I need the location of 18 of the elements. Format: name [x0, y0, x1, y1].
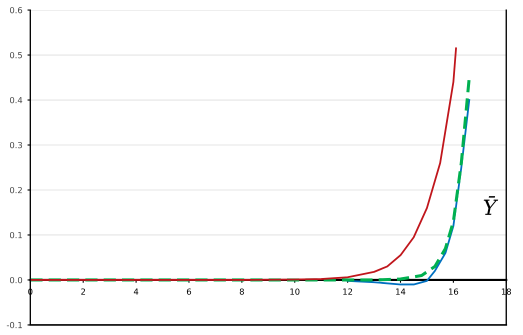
y-tick-label: 0.1	[10, 232, 22, 238]
y-tick-label: 0.2	[10, 186, 22, 194]
y-tick-label: 0.3	[10, 142, 22, 148]
y-tick-label: 0.0	[10, 276, 22, 284]
x-tick-label: 16	[448, 288, 458, 295]
x-tick-label: 8	[240, 288, 244, 295]
y-tick-label: 0.6	[10, 7, 22, 14]
x-tick-label: 14	[396, 288, 406, 295]
x-tick-label: 2	[81, 288, 86, 295]
x-axis-title: Ȳ	[484, 196, 498, 215]
x-tick-label: 10	[290, 288, 300, 295]
x-tick-label: 12	[343, 288, 352, 295]
x-tick-label: 6	[186, 288, 192, 295]
y-tick-label: -0.1	[6, 322, 22, 328]
y-tick-label: 0.5	[10, 52, 22, 58]
x-tick-label: 4	[134, 288, 138, 295]
y-tick-label: 0.4	[10, 97, 22, 104]
line-series	[30, 47, 457, 281]
